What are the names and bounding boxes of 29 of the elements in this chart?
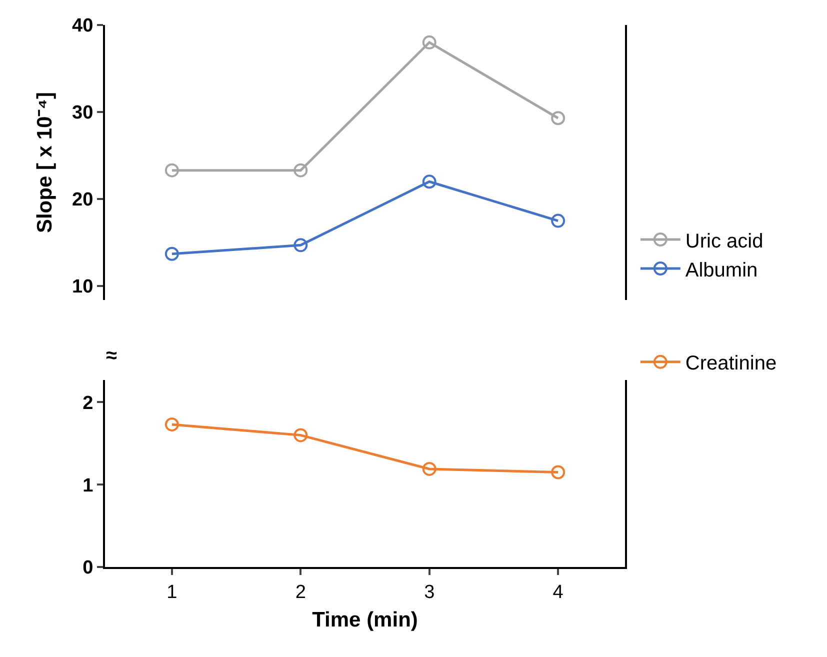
y-tick-label: 30 [72,102,94,124]
x-tick-label: 1 [166,582,178,603]
point [422,35,436,50]
y-tick-label: 10 [72,276,94,298]
point [294,163,308,178]
legend-label: Uric acid [685,230,764,252]
y-tick-label: 1 [82,475,94,496]
y-tick-label: 0 [82,558,94,579]
legend-label: Creatinine [685,352,777,375]
point [164,417,179,432]
point [164,163,179,178]
x-tick-label: 2 [295,582,306,603]
x-tick-label: 4 [552,582,564,603]
point [551,214,566,228]
text: ≈ [106,345,117,367]
point [294,238,308,252]
point [551,465,566,480]
point [422,174,436,189]
point [294,428,308,442]
y-tick-label: 2 [82,392,94,414]
legend-label: Albumin [685,259,758,282]
y-tick-label: 20 [72,190,94,211]
point [551,111,566,126]
point [164,246,179,261]
x-axis-title: Time (min) [312,608,418,632]
point [422,462,436,476]
y-tick-label: 40 [72,16,94,37]
y-axis-title: Slope [ x 10⁻⁴] [34,92,57,234]
x-tick-label: 3 [424,582,435,603]
